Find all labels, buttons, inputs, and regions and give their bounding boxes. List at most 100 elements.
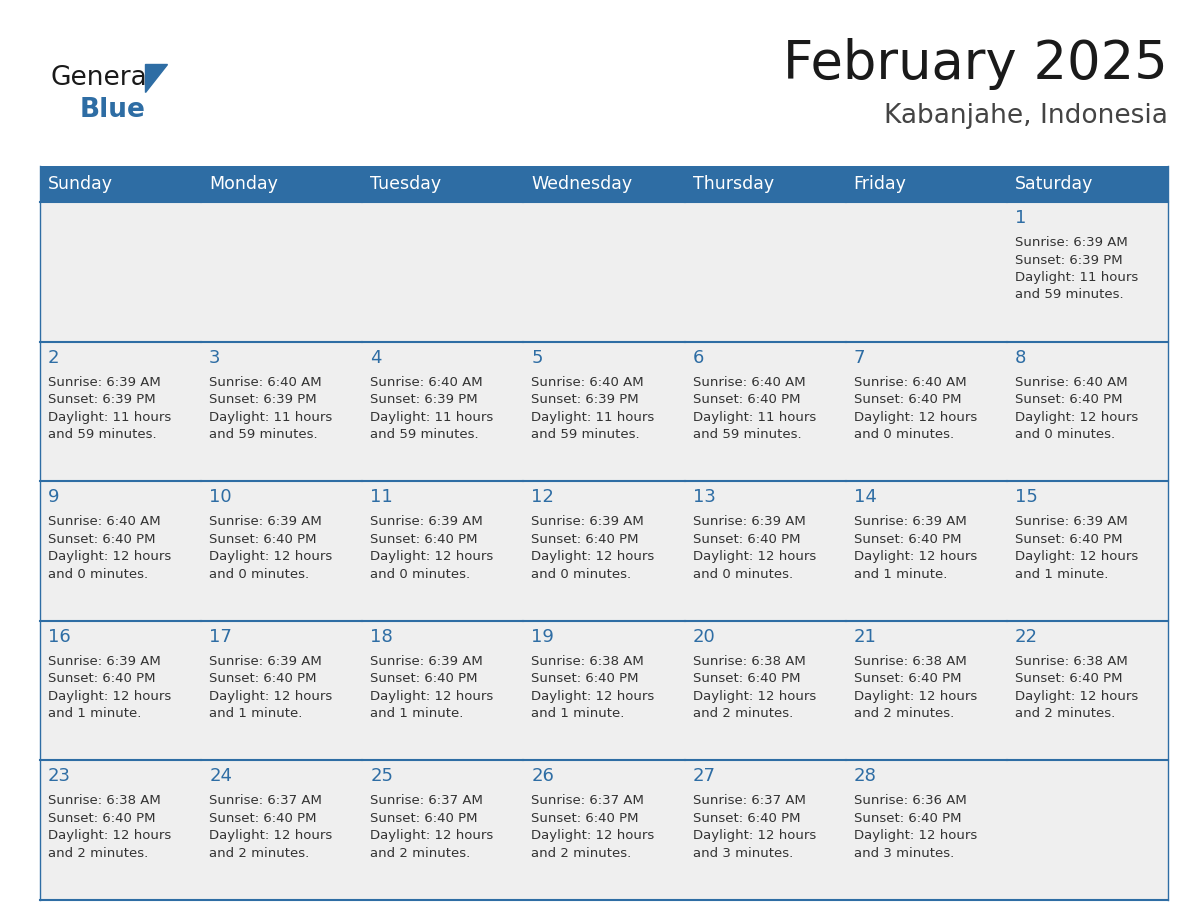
Bar: [846, 760, 1007, 900]
Text: 15: 15: [1015, 488, 1038, 506]
Bar: [846, 202, 1007, 341]
Text: 26: 26: [531, 767, 555, 786]
Text: 20: 20: [693, 628, 715, 645]
Bar: [684, 621, 846, 760]
Text: 11: 11: [371, 488, 393, 506]
Text: Sunrise: 6:40 AM
Sunset: 6:39 PM
Daylight: 11 hours
and 59 minutes.: Sunrise: 6:40 AM Sunset: 6:39 PM Dayligh…: [371, 375, 493, 442]
Text: 22: 22: [1015, 628, 1038, 645]
Bar: [1007, 621, 1168, 760]
Text: 24: 24: [209, 767, 232, 786]
Bar: [40, 202, 201, 341]
Text: 17: 17: [209, 628, 232, 645]
Bar: [362, 341, 524, 481]
Bar: [362, 621, 524, 760]
Text: Sunrise: 6:39 AM
Sunset: 6:40 PM
Daylight: 12 hours
and 1 minute.: Sunrise: 6:39 AM Sunset: 6:40 PM Dayligh…: [48, 655, 171, 721]
Text: Sunrise: 6:40 AM
Sunset: 6:40 PM
Daylight: 12 hours
and 0 minutes.: Sunrise: 6:40 AM Sunset: 6:40 PM Dayligh…: [1015, 375, 1138, 442]
Text: 19: 19: [531, 628, 555, 645]
Text: Sunrise: 6:38 AM
Sunset: 6:40 PM
Daylight: 12 hours
and 2 minutes.: Sunrise: 6:38 AM Sunset: 6:40 PM Dayligh…: [854, 655, 977, 721]
Bar: [524, 621, 684, 760]
Bar: [201, 481, 362, 621]
Text: February 2025: February 2025: [783, 38, 1168, 90]
Bar: [684, 341, 846, 481]
Text: General: General: [50, 65, 154, 91]
Text: 1: 1: [1015, 209, 1026, 227]
Bar: [201, 760, 362, 900]
Text: Sunrise: 6:39 AM
Sunset: 6:40 PM
Daylight: 12 hours
and 0 minutes.: Sunrise: 6:39 AM Sunset: 6:40 PM Dayligh…: [531, 515, 655, 581]
Bar: [40, 621, 201, 760]
Text: 28: 28: [854, 767, 877, 786]
Text: 4: 4: [371, 349, 381, 366]
Bar: [362, 481, 524, 621]
Bar: [1007, 760, 1168, 900]
Text: 3: 3: [209, 349, 221, 366]
Text: Sunrise: 6:39 AM
Sunset: 6:40 PM
Daylight: 12 hours
and 0 minutes.: Sunrise: 6:39 AM Sunset: 6:40 PM Dayligh…: [693, 515, 816, 581]
Text: Sunrise: 6:38 AM
Sunset: 6:40 PM
Daylight: 12 hours
and 2 minutes.: Sunrise: 6:38 AM Sunset: 6:40 PM Dayligh…: [693, 655, 816, 721]
Text: Monday: Monday: [209, 175, 278, 193]
Bar: [40, 166, 1168, 202]
Text: Friday: Friday: [854, 175, 906, 193]
Text: Wednesday: Wednesday: [531, 175, 632, 193]
Bar: [684, 760, 846, 900]
Text: Sunrise: 6:39 AM
Sunset: 6:39 PM
Daylight: 11 hours
and 59 minutes.: Sunrise: 6:39 AM Sunset: 6:39 PM Dayligh…: [1015, 236, 1138, 301]
Text: 6: 6: [693, 349, 704, 366]
Bar: [40, 760, 201, 900]
Text: 12: 12: [531, 488, 555, 506]
Text: Sunrise: 6:39 AM
Sunset: 6:39 PM
Daylight: 11 hours
and 59 minutes.: Sunrise: 6:39 AM Sunset: 6:39 PM Dayligh…: [48, 375, 171, 442]
Polygon shape: [145, 64, 168, 92]
Text: Kabanjahe, Indonesia: Kabanjahe, Indonesia: [884, 103, 1168, 129]
Text: Sunrise: 6:39 AM
Sunset: 6:40 PM
Daylight: 12 hours
and 0 minutes.: Sunrise: 6:39 AM Sunset: 6:40 PM Dayligh…: [371, 515, 493, 581]
Text: Sunrise: 6:37 AM
Sunset: 6:40 PM
Daylight: 12 hours
and 2 minutes.: Sunrise: 6:37 AM Sunset: 6:40 PM Dayligh…: [531, 794, 655, 860]
Text: 7: 7: [854, 349, 865, 366]
Text: Sunrise: 6:40 AM
Sunset: 6:40 PM
Daylight: 12 hours
and 0 minutes.: Sunrise: 6:40 AM Sunset: 6:40 PM Dayligh…: [48, 515, 171, 581]
Text: Sunrise: 6:40 AM
Sunset: 6:40 PM
Daylight: 11 hours
and 59 minutes.: Sunrise: 6:40 AM Sunset: 6:40 PM Dayligh…: [693, 375, 816, 442]
Text: Sunrise: 6:40 AM
Sunset: 6:40 PM
Daylight: 12 hours
and 0 minutes.: Sunrise: 6:40 AM Sunset: 6:40 PM Dayligh…: [854, 375, 977, 442]
Text: Tuesday: Tuesday: [371, 175, 442, 193]
Bar: [846, 481, 1007, 621]
Bar: [524, 760, 684, 900]
Bar: [524, 341, 684, 481]
Bar: [1007, 202, 1168, 341]
Bar: [201, 621, 362, 760]
Text: 25: 25: [371, 767, 393, 786]
Text: Sunrise: 6:37 AM
Sunset: 6:40 PM
Daylight: 12 hours
and 2 minutes.: Sunrise: 6:37 AM Sunset: 6:40 PM Dayligh…: [371, 794, 493, 860]
Text: 9: 9: [48, 488, 59, 506]
Text: 14: 14: [854, 488, 877, 506]
Bar: [201, 341, 362, 481]
Text: Sunrise: 6:37 AM
Sunset: 6:40 PM
Daylight: 12 hours
and 2 minutes.: Sunrise: 6:37 AM Sunset: 6:40 PM Dayligh…: [209, 794, 333, 860]
Text: Sunrise: 6:39 AM
Sunset: 6:40 PM
Daylight: 12 hours
and 0 minutes.: Sunrise: 6:39 AM Sunset: 6:40 PM Dayligh…: [209, 515, 333, 581]
Bar: [40, 481, 201, 621]
Text: Sunrise: 6:40 AM
Sunset: 6:39 PM
Daylight: 11 hours
and 59 minutes.: Sunrise: 6:40 AM Sunset: 6:39 PM Dayligh…: [531, 375, 655, 442]
Bar: [524, 481, 684, 621]
Bar: [362, 760, 524, 900]
Text: Sunrise: 6:39 AM
Sunset: 6:40 PM
Daylight: 12 hours
and 1 minute.: Sunrise: 6:39 AM Sunset: 6:40 PM Dayligh…: [1015, 515, 1138, 581]
Text: Sunrise: 6:36 AM
Sunset: 6:40 PM
Daylight: 12 hours
and 3 minutes.: Sunrise: 6:36 AM Sunset: 6:40 PM Dayligh…: [854, 794, 977, 860]
Text: 16: 16: [48, 628, 71, 645]
Bar: [362, 202, 524, 341]
Text: 8: 8: [1015, 349, 1026, 366]
Bar: [201, 202, 362, 341]
Text: 13: 13: [693, 488, 715, 506]
Bar: [684, 481, 846, 621]
Text: Saturday: Saturday: [1015, 175, 1093, 193]
Bar: [684, 202, 846, 341]
Text: Sunrise: 6:38 AM
Sunset: 6:40 PM
Daylight: 12 hours
and 1 minute.: Sunrise: 6:38 AM Sunset: 6:40 PM Dayligh…: [531, 655, 655, 721]
Text: Sunrise: 6:37 AM
Sunset: 6:40 PM
Daylight: 12 hours
and 3 minutes.: Sunrise: 6:37 AM Sunset: 6:40 PM Dayligh…: [693, 794, 816, 860]
Text: Sunday: Sunday: [48, 175, 113, 193]
Text: 18: 18: [371, 628, 393, 645]
Text: 21: 21: [854, 628, 877, 645]
Text: 10: 10: [209, 488, 232, 506]
Bar: [846, 341, 1007, 481]
Bar: [40, 341, 201, 481]
Text: 5: 5: [531, 349, 543, 366]
Text: 27: 27: [693, 767, 715, 786]
Bar: [524, 202, 684, 341]
Text: Sunrise: 6:40 AM
Sunset: 6:39 PM
Daylight: 11 hours
and 59 minutes.: Sunrise: 6:40 AM Sunset: 6:39 PM Dayligh…: [209, 375, 333, 442]
Bar: [846, 621, 1007, 760]
Bar: [1007, 481, 1168, 621]
Bar: [1007, 341, 1168, 481]
Text: Sunrise: 6:38 AM
Sunset: 6:40 PM
Daylight: 12 hours
and 2 minutes.: Sunrise: 6:38 AM Sunset: 6:40 PM Dayligh…: [1015, 655, 1138, 721]
Text: Sunrise: 6:39 AM
Sunset: 6:40 PM
Daylight: 12 hours
and 1 minute.: Sunrise: 6:39 AM Sunset: 6:40 PM Dayligh…: [371, 655, 493, 721]
Text: 23: 23: [48, 767, 71, 786]
Text: Sunrise: 6:39 AM
Sunset: 6:40 PM
Daylight: 12 hours
and 1 minute.: Sunrise: 6:39 AM Sunset: 6:40 PM Dayligh…: [209, 655, 333, 721]
Text: 2: 2: [48, 349, 59, 366]
